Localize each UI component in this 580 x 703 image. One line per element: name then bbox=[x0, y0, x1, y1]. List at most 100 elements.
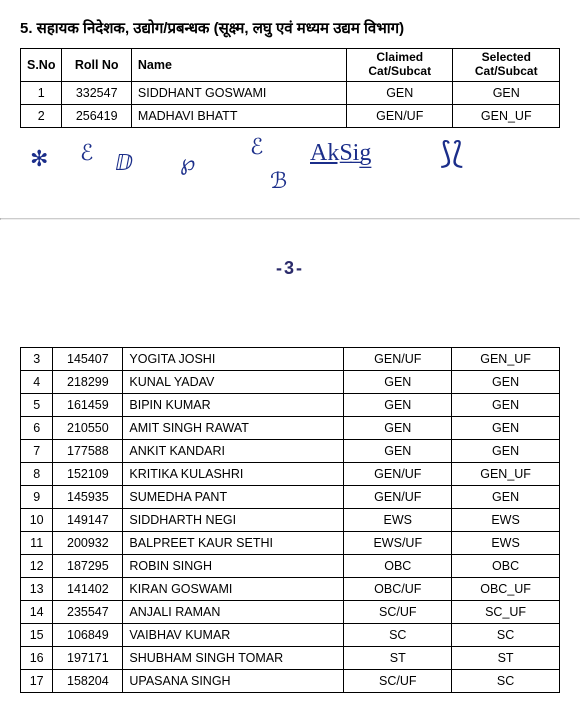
cell-sno: 16 bbox=[21, 646, 53, 669]
signature: ⟆⟅ bbox=[440, 136, 463, 171]
cell-selected: GEN_UF bbox=[453, 104, 560, 127]
cell-claimed: GEN/UF bbox=[344, 462, 452, 485]
table-row: 4218299KUNAL YADAVGENGEN bbox=[21, 370, 560, 393]
cell-claimed: GEN/UF bbox=[347, 104, 453, 127]
cell-claimed: SC bbox=[344, 623, 452, 646]
cell-sno: 4 bbox=[21, 370, 53, 393]
cell-selected: EWS bbox=[452, 531, 560, 554]
cell-selected: SC bbox=[452, 669, 560, 692]
cell-roll: 158204 bbox=[53, 669, 123, 692]
table-row: 15106849VAIBHAV KUMARSCSC bbox=[21, 623, 560, 646]
cell-claimed: GEN/UF bbox=[344, 485, 452, 508]
table-row: 3145407YOGITA JOSHIGEN/UFGEN_UF bbox=[21, 347, 560, 370]
cell-roll: 210550 bbox=[53, 416, 123, 439]
cell-selected: GEN bbox=[453, 81, 560, 104]
cell-claimed: ST bbox=[344, 646, 452, 669]
signature: ℰ bbox=[80, 140, 93, 166]
cell-sno: 9 bbox=[21, 485, 53, 508]
cell-name: KRITIKA KULASHRI bbox=[123, 462, 344, 485]
cell-sno: 11 bbox=[21, 531, 53, 554]
cell-selected: GEN bbox=[452, 416, 560, 439]
cell-selected: SC_UF bbox=[452, 600, 560, 623]
signature: ⅅ bbox=[115, 150, 133, 176]
cell-roll: 161459 bbox=[53, 393, 123, 416]
cell-roll: 235547 bbox=[53, 600, 123, 623]
cell-name: VAIBHAV KUMAR bbox=[123, 623, 344, 646]
cell-selected: GEN bbox=[452, 393, 560, 416]
table-row: 17158204UPASANA SINGHSC/UFSC bbox=[21, 669, 560, 692]
cell-roll: 106849 bbox=[53, 623, 123, 646]
cell-roll: 332547 bbox=[62, 81, 131, 104]
cell-roll: 256419 bbox=[62, 104, 131, 127]
cell-selected: SC bbox=[452, 623, 560, 646]
cell-sno: 7 bbox=[21, 439, 53, 462]
cell-name: ROBIN SINGH bbox=[123, 554, 344, 577]
table-row: 5161459BIPIN KUMARGENGEN bbox=[21, 393, 560, 416]
cell-sno: 10 bbox=[21, 508, 53, 531]
signature: ℬ bbox=[270, 168, 287, 194]
cell-selected: GEN_UF bbox=[452, 347, 560, 370]
signature-area: ✻ ℰ ⅅ ℘ ℰ AkS̲i̲g̲ ⟆⟅ ℬ bbox=[20, 128, 560, 208]
cell-sno: 15 bbox=[21, 623, 53, 646]
table-row: 13141402KIRAN GOSWAMIOBC/UFOBC_UF bbox=[21, 577, 560, 600]
cell-roll: 152109 bbox=[53, 462, 123, 485]
cell-claimed: SC/UF bbox=[344, 669, 452, 692]
cell-roll: 187295 bbox=[53, 554, 123, 577]
cell-sno: 14 bbox=[21, 600, 53, 623]
cell-name: AMIT SINGH RAWAT bbox=[123, 416, 344, 439]
results-table-bottom: 3145407YOGITA JOSHIGEN/UFGEN_UF4218299KU… bbox=[20, 347, 560, 693]
signature: ℘ bbox=[180, 150, 195, 176]
cell-claimed: EWS bbox=[344, 508, 452, 531]
cell-roll: 218299 bbox=[53, 370, 123, 393]
cell-claimed: SC/UF bbox=[344, 600, 452, 623]
cell-sno: 12 bbox=[21, 554, 53, 577]
cell-name: SUMEDHA PANT bbox=[123, 485, 344, 508]
cell-selected: GEN_UF bbox=[452, 462, 560, 485]
cell-name: KIRAN GOSWAMI bbox=[123, 577, 344, 600]
results-table-top: S.No Roll No Name Claimed Cat/Subcat Sel… bbox=[20, 48, 560, 128]
cell-roll: 200932 bbox=[53, 531, 123, 554]
cell-sno: 1 bbox=[21, 81, 62, 104]
cell-selected: OBC_UF bbox=[452, 577, 560, 600]
cell-sno: 13 bbox=[21, 577, 53, 600]
cell-selected: OBC bbox=[452, 554, 560, 577]
table-row: 1332547SIDDHANT GOSWAMIGENGEN bbox=[21, 81, 560, 104]
col-selected: Selected Cat/Subcat bbox=[453, 49, 560, 82]
cell-sno: 2 bbox=[21, 104, 62, 127]
cell-claimed: GEN bbox=[344, 416, 452, 439]
cell-name: SHUBHAM SINGH TOMAR bbox=[123, 646, 344, 669]
signature: ✻ bbox=[30, 146, 48, 172]
cell-roll: 141402 bbox=[53, 577, 123, 600]
cell-claimed: GEN/UF bbox=[344, 347, 452, 370]
col-claimed: Claimed Cat/Subcat bbox=[347, 49, 453, 82]
cell-name: KUNAL YADAV bbox=[123, 370, 344, 393]
table-header-row: S.No Roll No Name Claimed Cat/Subcat Sel… bbox=[21, 49, 560, 82]
table-row: 10149147SIDDHARTH NEGIEWSEWS bbox=[21, 508, 560, 531]
cell-selected: ST bbox=[452, 646, 560, 669]
table-row: 11200932BALPREET KAUR SETHIEWS/UFEWS bbox=[21, 531, 560, 554]
cell-claimed: GEN bbox=[344, 439, 452, 462]
table-row: 8152109KRITIKA KULASHRIGEN/UFGEN_UF bbox=[21, 462, 560, 485]
cell-roll: 149147 bbox=[53, 508, 123, 531]
table-row: 7177588ANKIT KANDARIGENGEN bbox=[21, 439, 560, 462]
document-page-2: -3- 3145407YOGITA JOSHIGEN/UFGEN_UF42182… bbox=[0, 220, 580, 703]
cell-claimed: GEN bbox=[344, 370, 452, 393]
signature: ℰ bbox=[250, 134, 263, 160]
cell-roll: 145935 bbox=[53, 485, 123, 508]
col-name: Name bbox=[131, 49, 346, 82]
cell-selected: GEN bbox=[452, 370, 560, 393]
cell-claimed: EWS/UF bbox=[344, 531, 452, 554]
document-page: 5. सहायक निदेशक, उद्योग/प्रबन्धक (सूक्ष्… bbox=[0, 0, 580, 218]
cell-claimed: GEN bbox=[347, 81, 453, 104]
cell-name: SIDDHANT GOSWAMI bbox=[131, 81, 346, 104]
table-row: 6210550AMIT SINGH RAWATGENGEN bbox=[21, 416, 560, 439]
cell-roll: 197171 bbox=[53, 646, 123, 669]
table-row: 16197171SHUBHAM SINGH TOMARSTST bbox=[21, 646, 560, 669]
signature: AkS̲i̲g̲ bbox=[310, 140, 371, 167]
cell-roll: 145407 bbox=[53, 347, 123, 370]
cell-name: SIDDHARTH NEGI bbox=[123, 508, 344, 531]
col-sno: S.No bbox=[21, 49, 62, 82]
cell-roll: 177588 bbox=[53, 439, 123, 462]
cell-sno: 8 bbox=[21, 462, 53, 485]
cell-name: YOGITA JOSHI bbox=[123, 347, 344, 370]
